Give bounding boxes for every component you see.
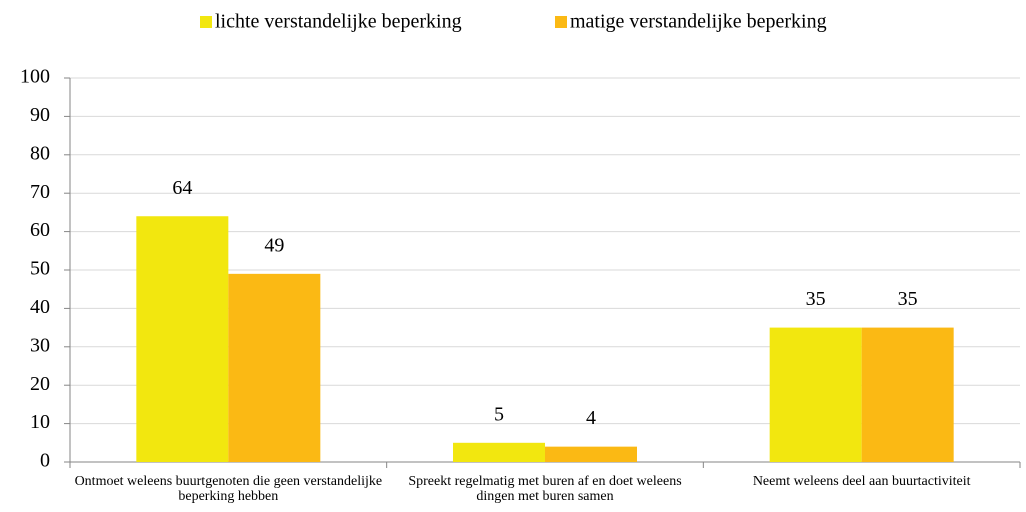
y-tick-label: 70 bbox=[30, 181, 50, 203]
y-tick-label: 80 bbox=[30, 142, 50, 164]
y-tick-label: 40 bbox=[30, 296, 50, 318]
bar bbox=[228, 273, 321, 462]
value-label: 35 bbox=[898, 288, 918, 310]
y-tick-label: 90 bbox=[30, 104, 50, 126]
y-tick-label: 60 bbox=[30, 219, 50, 241]
value-label: 49 bbox=[264, 234, 284, 256]
bar bbox=[769, 327, 862, 462]
legend-swatch bbox=[555, 16, 567, 28]
value-label: 35 bbox=[806, 288, 826, 310]
bar bbox=[136, 216, 229, 462]
x-tick-label: Neemt weleens deel aan buurtactiviteit bbox=[752, 474, 971, 489]
value-label: 5 bbox=[494, 403, 504, 425]
legend-swatch bbox=[200, 16, 212, 28]
x-tick-label: Spreekt regelmatig met buren af en doet … bbox=[408, 474, 682, 504]
y-tick-label: 100 bbox=[20, 66, 50, 88]
y-tick-label: 0 bbox=[40, 450, 50, 472]
value-label: 4 bbox=[586, 407, 596, 429]
legend-label: lichte verstandelijke beperking bbox=[215, 11, 462, 33]
legend-label: matige verstandelijke beperking bbox=[570, 11, 827, 33]
bar bbox=[545, 446, 637, 462]
y-tick-label: 30 bbox=[30, 334, 50, 356]
x-tick-label: Ontmoet weleens buurtgenoten die geen ve… bbox=[74, 474, 383, 504]
bar bbox=[453, 442, 545, 462]
y-tick-label: 50 bbox=[30, 258, 50, 280]
y-tick-label: 10 bbox=[30, 411, 50, 433]
y-tick-label: 20 bbox=[30, 373, 50, 395]
bar bbox=[861, 327, 954, 462]
value-label: 64 bbox=[172, 177, 192, 199]
